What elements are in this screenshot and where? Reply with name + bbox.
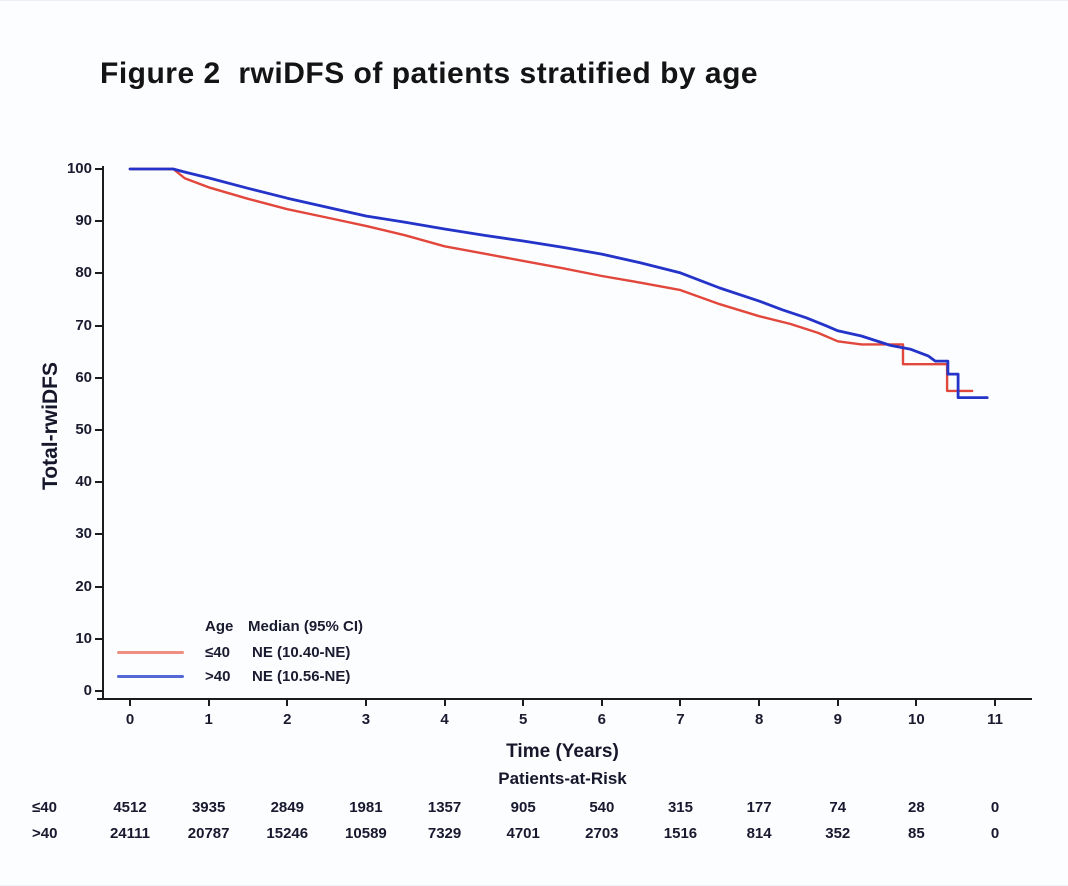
- x-tick-mark: [679, 700, 682, 706]
- y-tick-mark: [95, 690, 103, 692]
- risk-value: 24111: [109, 825, 151, 842]
- risk-value: 0: [990, 825, 1000, 842]
- y-tick-label: 0: [83, 682, 92, 699]
- risk-value: 15246: [266, 825, 309, 842]
- x-tick-mark: [129, 700, 131, 706]
- y-tick-label: 20: [75, 577, 92, 595]
- risk-value: 1516: [663, 825, 698, 842]
- y-tick-label: 40: [75, 473, 92, 491]
- y-tick-mark: [95, 429, 103, 431]
- x-tick-mark: [522, 700, 525, 706]
- risk-value: 540: [589, 799, 615, 816]
- x-tick-mark: [836, 700, 839, 706]
- legend-label-le40: ≤40: [205, 644, 230, 661]
- x-tick-label: 1: [204, 711, 213, 728]
- x-tick-mark: [758, 700, 761, 706]
- x-tick-label: 2: [283, 711, 292, 728]
- y-tick-mark: [95, 220, 103, 223]
- x-tick-label: 8: [754, 711, 764, 728]
- y-axis-line: [102, 166, 104, 700]
- x-tick-label: 7: [676, 711, 685, 728]
- risk-value: 2703: [585, 825, 619, 842]
- x-tick-mark: [286, 700, 289, 706]
- risk-value: 315: [667, 799, 693, 816]
- km-curve-gt40: [128, 167, 989, 400]
- x-tick-label: 3: [361, 711, 371, 728]
- x-tick-label: 4: [440, 711, 449, 728]
- patients-at-risk-title: Patients-at-Risk: [498, 769, 627, 788]
- legend-median-gt40: NE (10.56-NE): [252, 668, 351, 685]
- x-axis-label: Time (Years): [506, 741, 619, 762]
- risk-value: 20787: [187, 825, 230, 842]
- x-tick-mark: [994, 700, 997, 706]
- risk-value: 85: [908, 825, 925, 842]
- risk-value: 4512: [113, 799, 147, 816]
- x-tick-label: 11: [987, 711, 1003, 728]
- x-tick-label: 0: [125, 711, 135, 728]
- risk-value: 10589: [345, 825, 387, 842]
- risk-value: 74: [829, 799, 847, 816]
- y-tick-mark: [95, 637, 103, 640]
- risk-value: 177: [746, 799, 772, 816]
- figure-title: Figure 2 rwiDFS of patients stratified b…: [100, 57, 759, 90]
- risk-row-label: >40: [32, 825, 58, 842]
- y-tick-mark: [95, 324, 103, 327]
- legend-swatch-gt40: [117, 675, 184, 678]
- x-tick-label: 6: [597, 711, 606, 728]
- y-tick-mark: [95, 481, 103, 484]
- km-curve-le40: [128, 167, 974, 393]
- y-tick-label: 50: [75, 421, 92, 438]
- y-tick-mark: [95, 272, 103, 275]
- risk-value: 28: [908, 799, 925, 816]
- x-tick-mark: [207, 700, 210, 706]
- legend-swatch-le40: [117, 651, 184, 654]
- legend-label-gt40: >40: [205, 668, 231, 685]
- y-tick-label: 100: [66, 160, 92, 177]
- legend-header-median: Median (95% CI): [248, 618, 364, 635]
- risk-value: 3935: [191, 799, 226, 816]
- y-tick-label: 70: [75, 316, 92, 334]
- y-tick-mark: [95, 533, 103, 536]
- y-tick-mark: [95, 168, 103, 170]
- legend-header-age: Age: [205, 618, 234, 635]
- y-tick-label: 90: [75, 212, 92, 230]
- risk-value: 2849: [270, 799, 304, 816]
- y-tick-label: 10: [75, 629, 92, 647]
- risk-value: 4701: [506, 825, 540, 842]
- x-tick-mark: [443, 700, 446, 706]
- x-tick-mark: [600, 700, 603, 706]
- risk-value: 7329: [427, 825, 462, 842]
- risk-value: 905: [510, 799, 536, 816]
- risk-value: 814: [746, 825, 772, 842]
- y-tick-mark: [95, 585, 103, 588]
- y-tick-label: 30: [75, 525, 92, 543]
- y-tick-mark: [95, 376, 103, 379]
- x-tick-mark: [915, 700, 918, 706]
- y-tick-label: 60: [75, 368, 92, 386]
- legend-median-le40: NE (10.40-NE): [252, 644, 351, 661]
- risk-value: 1357: [427, 799, 462, 816]
- risk-value: 352: [825, 825, 851, 842]
- risk-value: 0: [990, 799, 1000, 816]
- risk-row-label: ≤40: [32, 799, 57, 816]
- x-tick-label: 10: [908, 711, 925, 728]
- x-tick-label: 9: [833, 711, 842, 728]
- risk-value: 1981: [349, 799, 383, 816]
- y-tick-label: 80: [75, 264, 92, 282]
- x-tick-mark: [364, 700, 367, 706]
- x-tick-label: 5: [519, 711, 528, 728]
- x-axis-line: [97, 698, 1032, 700]
